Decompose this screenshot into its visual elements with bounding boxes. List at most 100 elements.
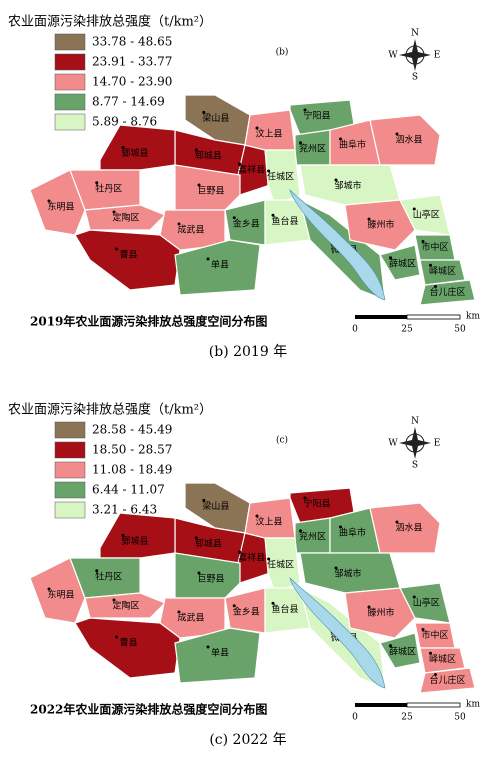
region-point xyxy=(421,628,425,631)
region-label: 东明县 xyxy=(47,201,74,213)
region-point xyxy=(95,569,99,573)
region-label: 兖州区 xyxy=(299,142,326,154)
region-point xyxy=(115,247,119,251)
legend-swatch xyxy=(54,461,86,479)
region-label: 金乡县 xyxy=(233,605,260,617)
region-label: 市中区 xyxy=(421,629,448,641)
compass-star xyxy=(399,39,431,71)
region-label: 巨野县 xyxy=(197,186,224,197)
legend-title: 农业面源污染排放总强度（t/km²） xyxy=(8,14,212,30)
region xyxy=(344,587,416,639)
region-label: 曲阜市 xyxy=(339,139,366,151)
region xyxy=(344,199,416,251)
region xyxy=(379,244,421,281)
region-point xyxy=(177,610,181,614)
region-point xyxy=(334,178,338,182)
region-point xyxy=(47,199,51,203)
region-label: 成武县 xyxy=(177,224,204,236)
compass-n: N xyxy=(411,29,419,39)
scale-white xyxy=(406,314,461,320)
region-label: 鄄城县 xyxy=(121,536,148,547)
region-label: 任城区 xyxy=(267,559,294,571)
region-point xyxy=(121,145,125,149)
region-point xyxy=(271,601,275,605)
region-point xyxy=(206,645,210,649)
region xyxy=(29,169,86,236)
region xyxy=(174,239,261,296)
region-label: 山亭区 xyxy=(413,597,440,609)
region xyxy=(84,204,167,231)
region-point xyxy=(429,263,432,267)
legend-swatch xyxy=(54,421,86,439)
region-label: 定陶区 xyxy=(112,212,139,224)
region-point xyxy=(238,162,242,166)
region-point xyxy=(47,587,51,591)
region-label: 峄城区 xyxy=(429,653,456,665)
region xyxy=(84,592,167,619)
region-label: 金乡县 xyxy=(233,217,260,229)
legend-swatch xyxy=(54,501,86,519)
region xyxy=(369,502,441,554)
scale-label: 25 xyxy=(401,325,413,335)
region-label: 鱼台县 xyxy=(271,603,298,615)
region-label: 定陶区 xyxy=(112,600,139,612)
region-label: 巨野县 xyxy=(197,574,224,585)
caption: (c) 2022 年 xyxy=(209,732,286,748)
legend-label: 14.70 - 23.90 xyxy=(92,75,172,89)
region-point xyxy=(395,132,399,136)
region-point xyxy=(334,566,338,570)
legend-label: 11.08 - 18.49 xyxy=(92,463,172,477)
region-point xyxy=(267,169,271,173)
legend-label: 33.78 - 48.65 xyxy=(92,35,172,49)
region-label: 薛城区 xyxy=(389,257,416,269)
region-label: 郓城县 xyxy=(195,150,222,161)
panel: 农业面源污染排放总强度（t/km²） 28.58 - 45.49 18.50 - 2… xyxy=(8,402,480,749)
legend-label: 5.89 - 8.76 xyxy=(92,115,157,129)
region-label: 峄城区 xyxy=(429,265,456,277)
legend-title: 农业面源污染排放总强度（t/km²） xyxy=(8,402,212,418)
region-point xyxy=(339,137,342,141)
region-point xyxy=(232,604,236,608)
legend-swatch xyxy=(54,73,86,91)
region xyxy=(99,512,176,559)
compass-s: S xyxy=(412,461,418,471)
region-label: 牡丹区 xyxy=(95,570,122,582)
region-label: 梁山县 xyxy=(202,112,229,124)
region-point xyxy=(389,256,392,260)
region-label: 宁阳县 xyxy=(303,110,330,122)
region-label: 薛城区 xyxy=(389,645,416,657)
region-label: 曹县 xyxy=(120,637,138,649)
lake xyxy=(289,189,386,301)
region-label: 嘉祥县 xyxy=(238,552,265,564)
compass-n: N xyxy=(411,417,419,427)
compass-star xyxy=(399,427,431,459)
region-label: 滕州市 xyxy=(367,607,394,619)
region xyxy=(379,632,421,669)
region-point xyxy=(303,108,307,112)
region-point xyxy=(194,536,198,540)
panel-label: (c) xyxy=(276,435,288,446)
region-point xyxy=(299,141,302,145)
region-point xyxy=(367,605,371,609)
map-title: 2019年农业面源污染排放总强度空间分布图 xyxy=(30,314,267,329)
compass-e: E xyxy=(434,439,441,449)
region-point xyxy=(303,496,307,500)
legend-label: 28.58 - 45.49 xyxy=(92,423,172,437)
scale-label: 0 xyxy=(352,713,358,723)
region-point xyxy=(238,550,242,554)
region-point xyxy=(421,240,425,243)
region-point xyxy=(389,644,392,648)
scale-unit: km xyxy=(466,312,480,322)
region xyxy=(419,279,476,306)
region-point xyxy=(299,529,302,533)
scale-black xyxy=(355,315,407,319)
region-point xyxy=(202,498,206,502)
compass-s: S xyxy=(412,73,418,83)
region-label: 曹县 xyxy=(120,249,138,261)
region-point xyxy=(271,213,275,217)
region-label: 山亭区 xyxy=(413,209,440,221)
region-label: 牡丹区 xyxy=(95,182,122,194)
region-point xyxy=(232,216,236,220)
lake xyxy=(289,577,386,689)
